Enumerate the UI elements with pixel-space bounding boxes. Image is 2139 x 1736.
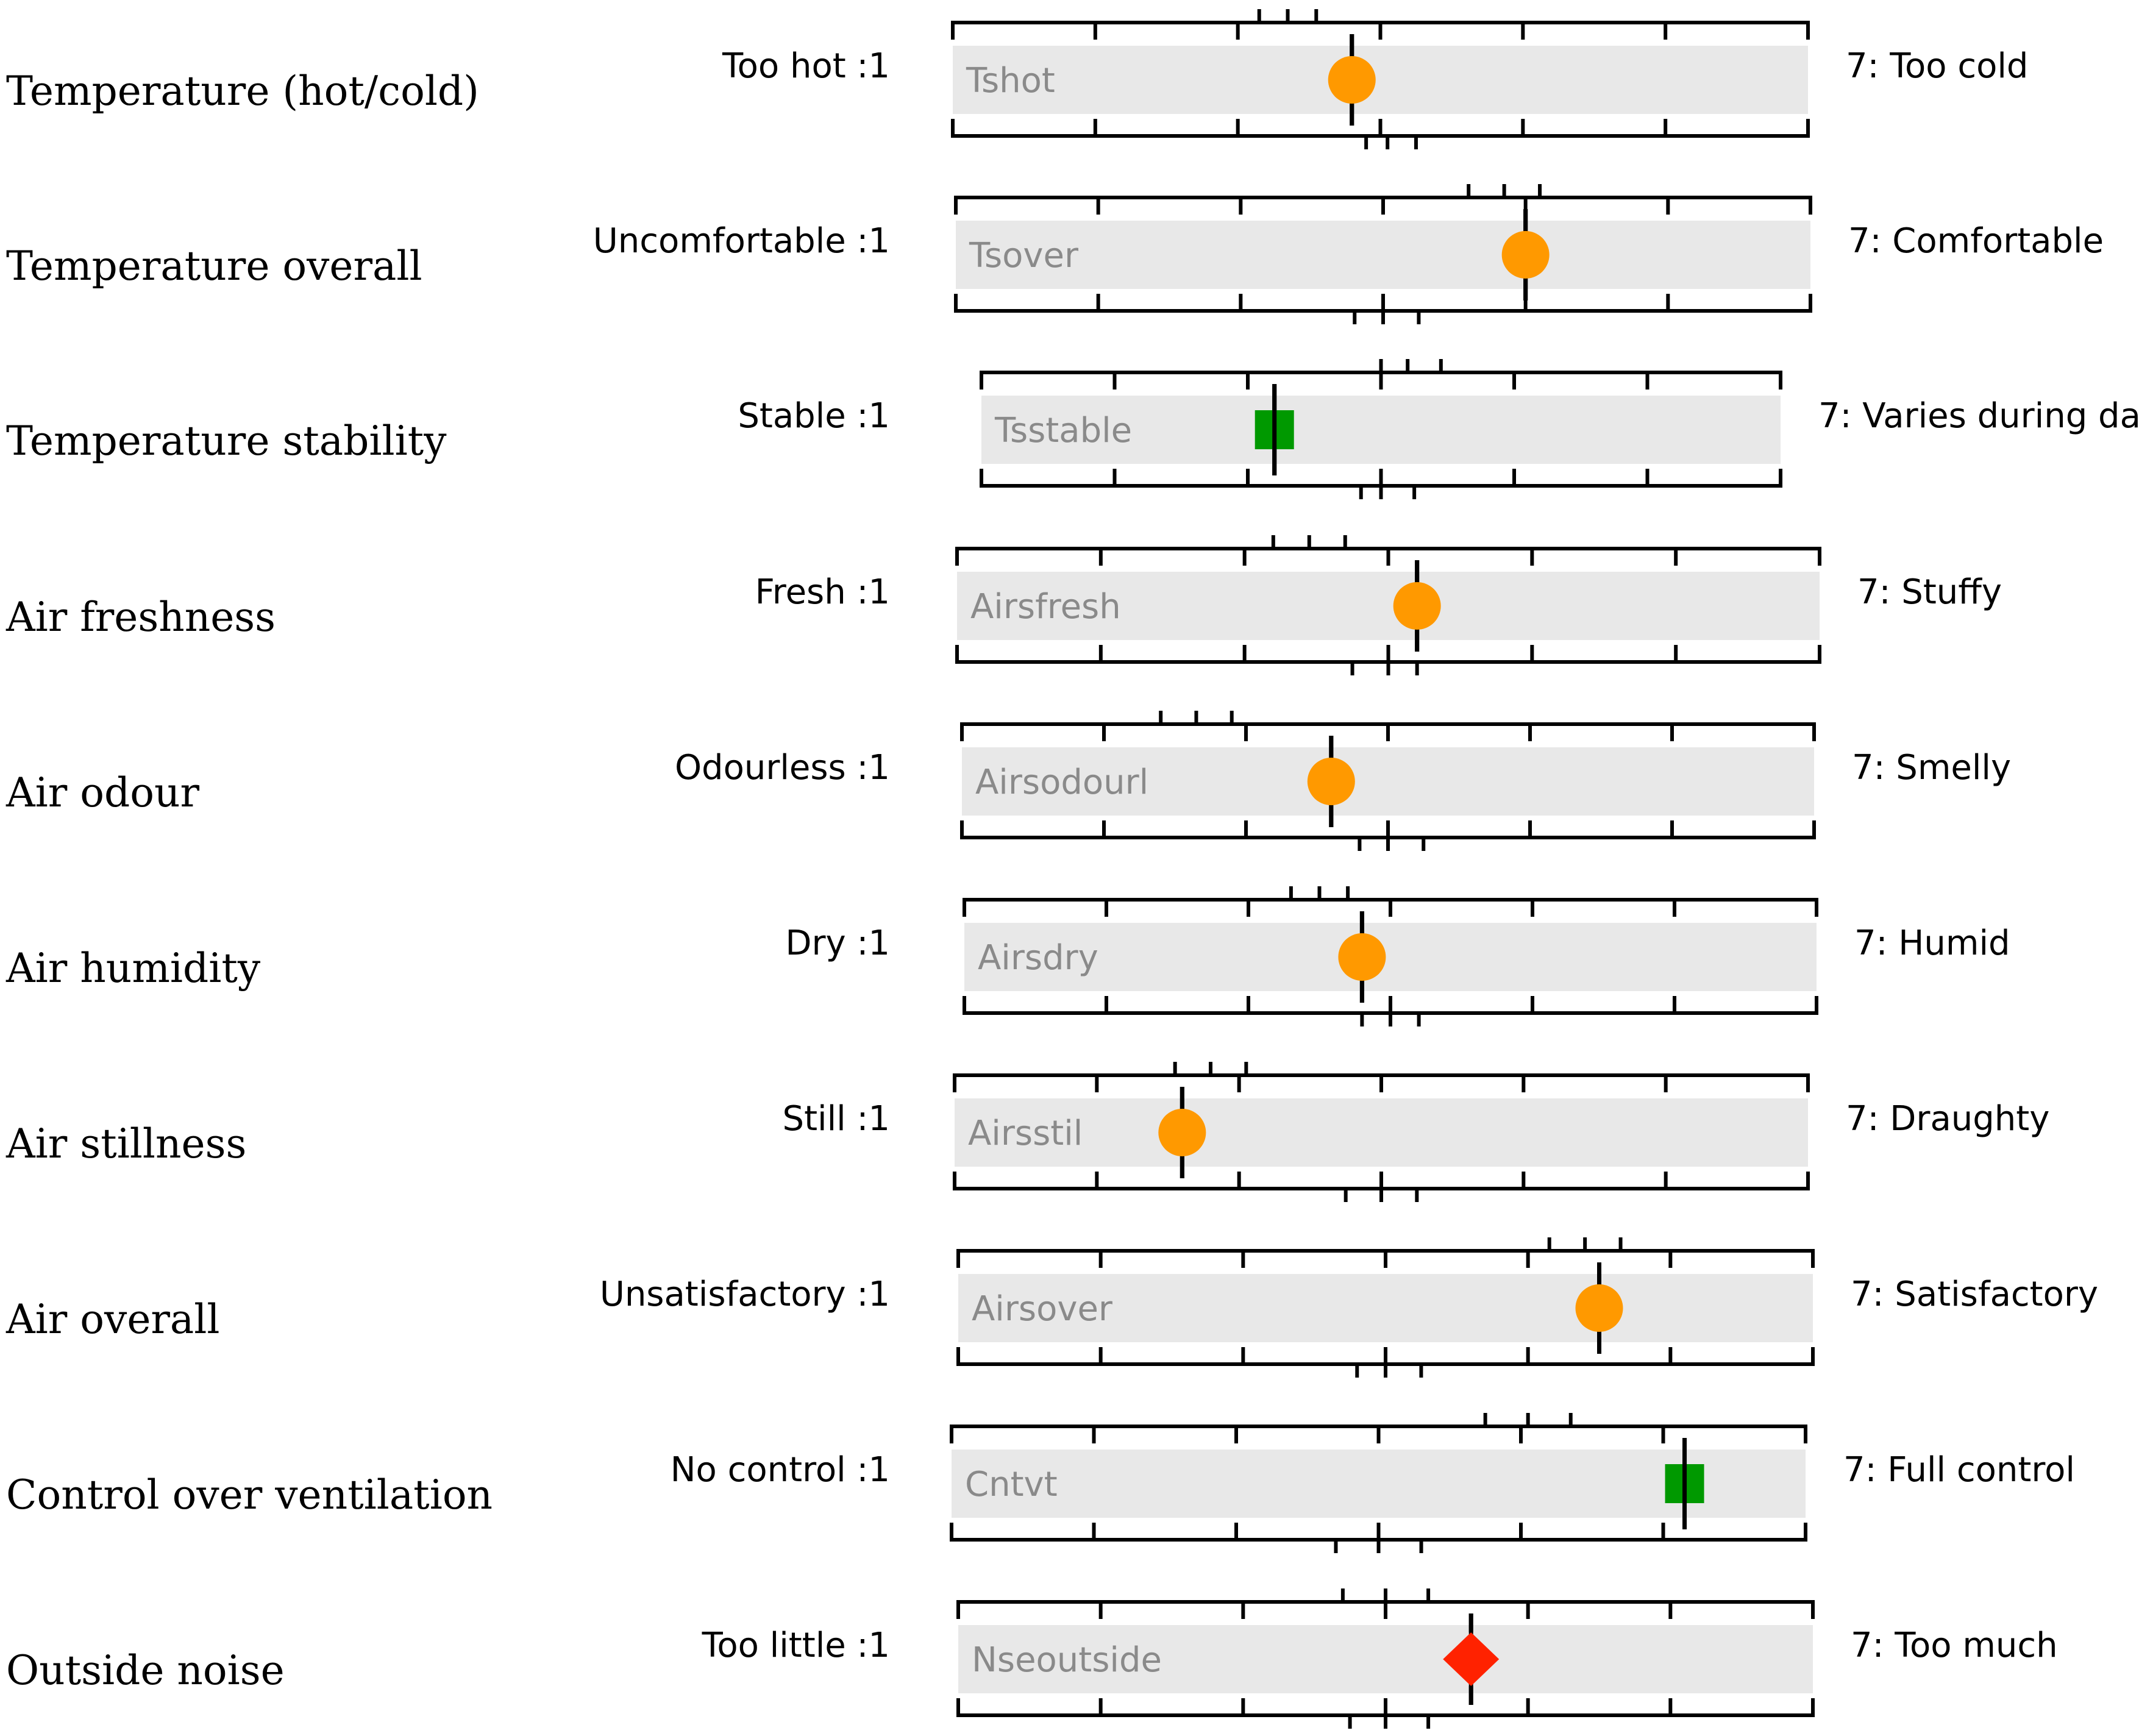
row-label: Temperature stability — [6, 418, 447, 464]
row-label: Air freshness — [5, 594, 276, 641]
left-anchor-label: Uncomfortable :1 — [593, 221, 890, 261]
row-label: Air stillness — [5, 1120, 246, 1167]
row-band — [956, 221, 1810, 289]
right-anchor-label: 7: Stuffy — [1857, 572, 2002, 612]
left-anchor-label: Odourless :1 — [675, 748, 890, 788]
variable-label: Tsover — [969, 236, 1079, 276]
left-anchor-label: Too little :1 — [702, 1626, 890, 1665]
row-band — [957, 572, 1820, 640]
variable-label: Airsdry — [978, 938, 1098, 978]
mean-marker-circle — [1501, 231, 1550, 279]
variable-label: Cntvt — [965, 1465, 1058, 1504]
row-band — [952, 1450, 1806, 1518]
row-band — [958, 1274, 1813, 1342]
mean-marker-circle — [1328, 56, 1376, 104]
row-label: Air odour — [5, 769, 200, 816]
right-anchor-label: 7: Full control — [1843, 1450, 2075, 1490]
row-band — [981, 396, 1781, 464]
left-anchor-label: Fresh :1 — [755, 572, 890, 612]
row-band — [964, 923, 1817, 991]
row-label: Temperature (hot/cold) — [6, 68, 479, 115]
left-anchor-label: Unsatisfactory :1 — [600, 1275, 890, 1314]
mean-marker-circle — [1393, 582, 1441, 630]
row-label: Air overall — [5, 1296, 220, 1343]
variable-label: Airsodourl — [975, 763, 1148, 802]
right-anchor-label: 7: Smelly — [1852, 748, 2011, 788]
left-anchor-label: Still :1 — [783, 1099, 890, 1139]
right-anchor-label: 7: Humid — [1854, 923, 2010, 963]
row-band — [958, 1625, 1813, 1693]
right-anchor-label: 7: Varies during day — [1818, 396, 2139, 436]
mean-marker-diamond — [1443, 1632, 1500, 1686]
mean-marker-circle — [1575, 1284, 1623, 1332]
right-anchor-label: 7: Satisfactory — [1851, 1275, 2098, 1314]
row-label: Temperature overall — [6, 243, 422, 290]
mean-marker-circle — [1158, 1109, 1206, 1156]
left-anchor-label: Too hot :1 — [722, 46, 890, 86]
row-band — [955, 1098, 1808, 1167]
row-band — [962, 747, 1814, 816]
right-anchor-label: 7: Comfortable — [1848, 221, 2104, 261]
variable-label: Tshot — [966, 61, 1055, 101]
variable-label: Airsstil — [968, 1114, 1083, 1153]
row-band — [953, 46, 1808, 114]
row-label: Outside noise — [6, 1647, 285, 1694]
variable-label: Nseoutside — [972, 1640, 1162, 1680]
variable-label: Tsstable — [994, 411, 1132, 450]
variable-label: Airsover — [972, 1289, 1113, 1329]
variable-label: Airsfresh — [970, 587, 1121, 627]
mean-marker-circle — [1338, 933, 1386, 981]
right-anchor-label: 7: Too much — [1851, 1626, 2058, 1665]
mean-marker-circle — [1307, 758, 1355, 805]
left-anchor-label: Stable :1 — [738, 396, 890, 436]
right-anchor-label: 7: Draughty — [1846, 1099, 2049, 1139]
row-label: Control over ventilation — [6, 1471, 493, 1518]
right-anchor-label: 7: Too cold — [1846, 46, 2028, 86]
left-anchor-label: Dry :1 — [785, 923, 890, 963]
row-label: Air humidity — [5, 945, 261, 992]
left-anchor-label: No control :1 — [671, 1450, 890, 1490]
